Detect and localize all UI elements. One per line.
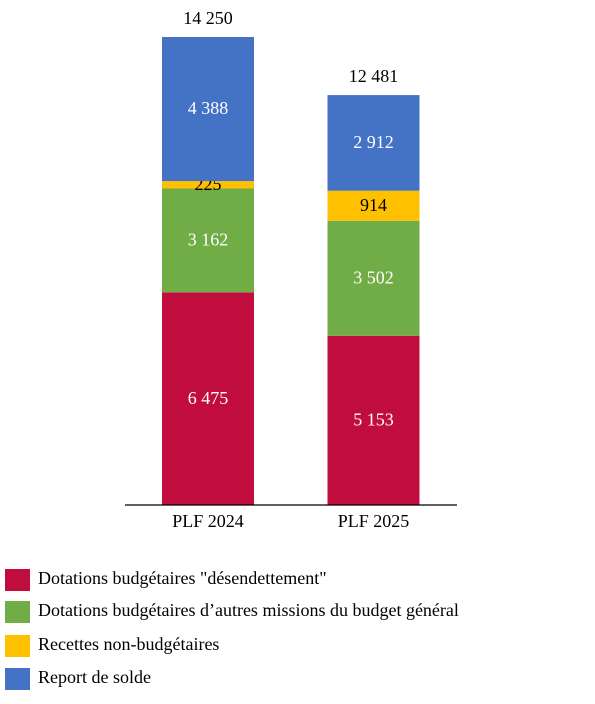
total-label: 12 481 xyxy=(349,66,399,86)
x-tick-label: PLF 2024 xyxy=(172,511,244,531)
bar-segment xyxy=(162,181,254,189)
value-label: 3 162 xyxy=(188,230,229,250)
bar-segment xyxy=(162,292,254,505)
legend-label: Recettes non-budgétaires xyxy=(38,634,219,654)
value-label: 4 388 xyxy=(188,98,229,118)
legend-label: Dotations budgétaires "désendettement" xyxy=(38,568,327,588)
x-tick-label: PLF 2025 xyxy=(338,511,410,531)
legend-swatch xyxy=(5,569,30,591)
value-label: 914 xyxy=(360,195,387,215)
value-label: 3 502 xyxy=(353,267,394,287)
legend-swatch xyxy=(5,635,30,657)
value-label: 5 153 xyxy=(353,410,394,430)
legend-label: Report de solde xyxy=(38,667,151,687)
legend-swatch xyxy=(5,668,30,690)
legend-label: Dotations budgétaires d’autres missions … xyxy=(38,600,459,620)
legend-swatch xyxy=(5,601,30,623)
bar-segment xyxy=(327,335,420,505)
bar-segment xyxy=(327,220,420,336)
value-label: 2 912 xyxy=(353,132,394,152)
bar-segment xyxy=(162,188,254,293)
value-label: 6 475 xyxy=(188,388,229,408)
bar-segment xyxy=(327,95,420,191)
bar-segment xyxy=(327,190,420,221)
bar-segment xyxy=(162,37,254,182)
total-label: 14 250 xyxy=(183,8,233,28)
